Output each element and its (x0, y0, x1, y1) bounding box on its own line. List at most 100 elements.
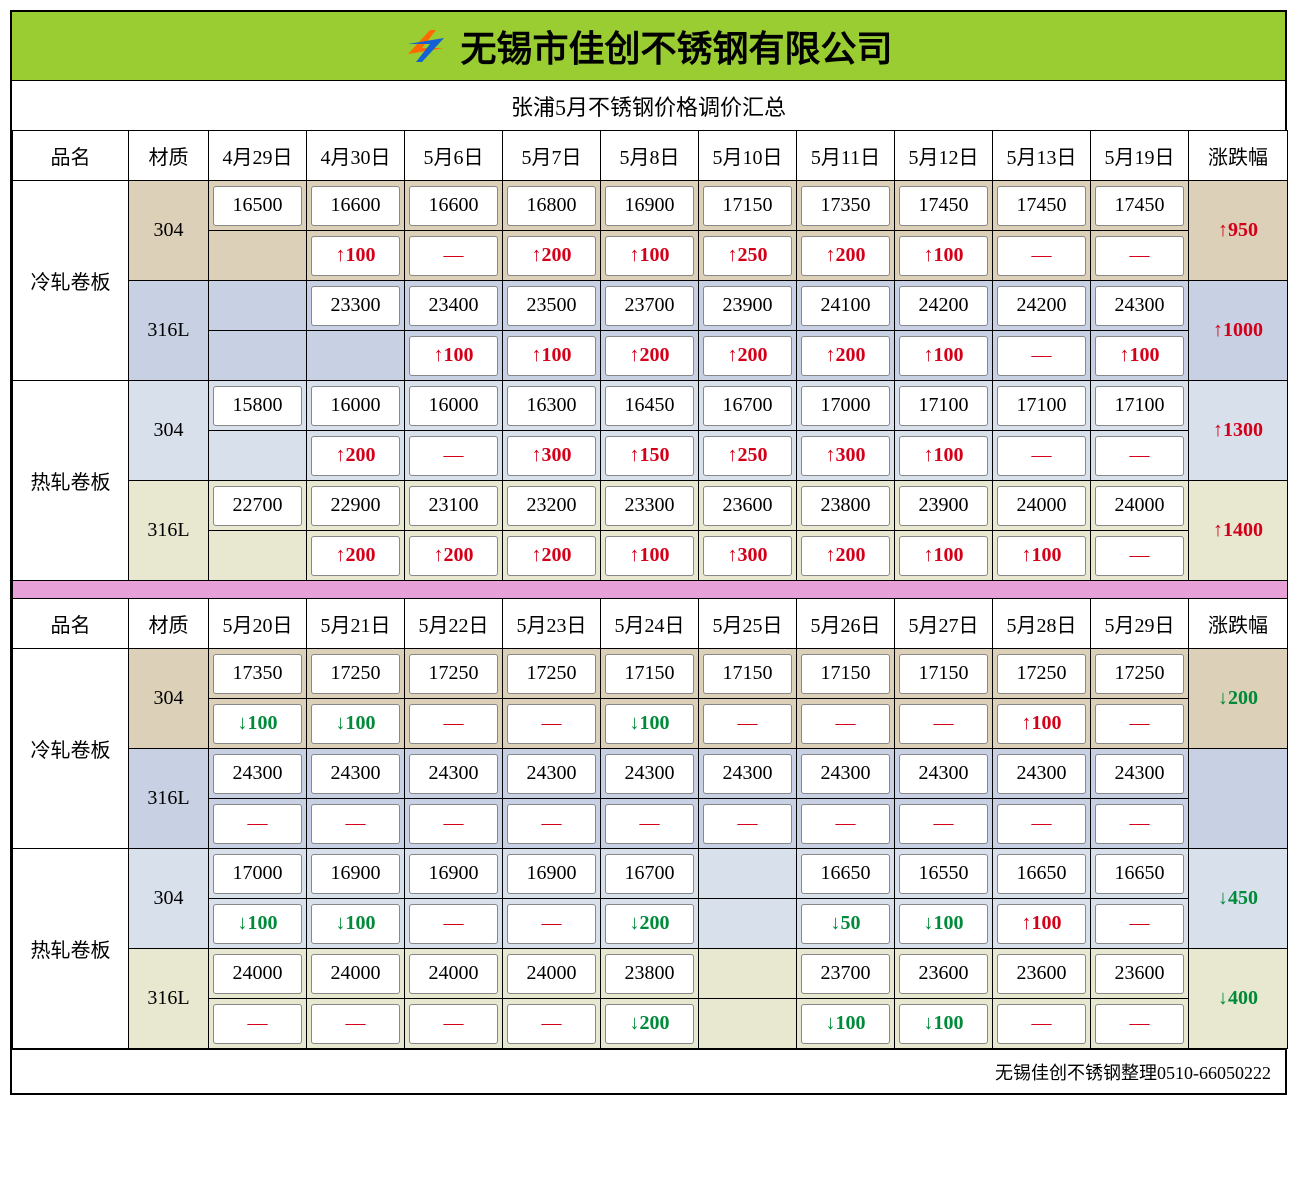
delta-cell: ↑100 (993, 899, 1091, 949)
price-cell: 23500 (503, 281, 601, 331)
delta-cell: ↑200 (601, 331, 699, 381)
price-cell: 16450 (601, 381, 699, 431)
table-title: 张浦5月不锈钢价格调价汇总 (12, 80, 1285, 130)
delta-cell: — (993, 431, 1091, 481)
price-cell: 17250 (993, 649, 1091, 699)
delta-cell: — (503, 999, 601, 1049)
price-row: 316L243002430024300243002430024300243002… (13, 749, 1288, 799)
material-316l: 316L (129, 481, 209, 581)
price-row: 热轧卷板304158001600016000163001645016700170… (13, 381, 1288, 431)
price-cell: 16900 (503, 849, 601, 899)
col-date-5: 5月10日 (699, 131, 797, 181)
price-cell: 22700 (209, 481, 307, 531)
price-cell: 23700 (797, 949, 895, 999)
delta-cell: — (797, 699, 895, 749)
col-date-1: 4月30日 (307, 131, 405, 181)
price-cell: 16650 (1091, 849, 1189, 899)
col-date-7: 5月12日 (895, 131, 993, 181)
delta-cell: ↑100 (503, 331, 601, 381)
total-change: ↓200 (1189, 649, 1288, 749)
price-cell: 16650 (993, 849, 1091, 899)
delta-cell: — (503, 799, 601, 849)
price-cell: 23600 (993, 949, 1091, 999)
price-row: 316L233002340023500237002390024100242002… (13, 281, 1288, 331)
col-date-7: 5月27日 (895, 599, 993, 649)
price-cell: 24300 (1091, 281, 1189, 331)
price-cell: 17150 (601, 649, 699, 699)
price-cell: 16000 (307, 381, 405, 431)
price-cell: 17450 (895, 181, 993, 231)
delta-cell: — (405, 699, 503, 749)
total-change: ↓450 (1189, 849, 1288, 949)
price-cell: 24000 (209, 949, 307, 999)
delta-cell: ↑100 (405, 331, 503, 381)
delta-cell: ↓100 (797, 999, 895, 1049)
delta-cell: ↓100 (601, 699, 699, 749)
price-cell: 24300 (797, 749, 895, 799)
price-cell: 23400 (405, 281, 503, 331)
price-cell: 16650 (797, 849, 895, 899)
price-cell: 16600 (307, 181, 405, 231)
price-cell: 23800 (601, 949, 699, 999)
delta-cell: ↑100 (993, 531, 1091, 581)
delta-cell: — (1091, 899, 1189, 949)
price-cell: 16550 (895, 849, 993, 899)
price-row: 316L227002290023100232002330023600238002… (13, 481, 1288, 531)
delta-cell: — (895, 699, 993, 749)
company-name: 无锡市佳创不锈钢有限公司 (460, 20, 892, 72)
material-304: 304 (129, 381, 209, 481)
delta-cell: — (405, 231, 503, 281)
delta-cell: — (797, 799, 895, 849)
delta-cell: — (699, 799, 797, 849)
delta-cell: ↑300 (699, 531, 797, 581)
delta-cell: ↑100 (307, 231, 405, 281)
delta-cell: — (1091, 999, 1189, 1049)
price-cell: 17350 (797, 181, 895, 231)
delta-cell: — (993, 999, 1091, 1049)
price-cell: 17450 (1091, 181, 1189, 231)
price-cell: 23900 (895, 481, 993, 531)
footer-note: 无锡佳创不锈钢整理0510-66050222 (12, 1049, 1285, 1093)
delta-cell: — (1091, 531, 1189, 581)
price-cell: 17150 (797, 649, 895, 699)
price-cell: 24000 (993, 481, 1091, 531)
price-cell: 23600 (1091, 949, 1189, 999)
price-cell: 16900 (307, 849, 405, 899)
delta-cell: — (1091, 799, 1189, 849)
delta-cell: — (405, 999, 503, 1049)
col-date-0: 5月20日 (209, 599, 307, 649)
price-cell: 23900 (699, 281, 797, 331)
delta-cell: — (503, 699, 601, 749)
delta-cell: — (993, 799, 1091, 849)
product-name-hot: 热轧卷板 (13, 849, 129, 1049)
col-change: 涨跌幅 (1189, 131, 1288, 181)
price-cell: 16900 (601, 181, 699, 231)
company-banner: 无锡市佳创不锈钢有限公司 (12, 12, 1285, 80)
delta-cell: — (503, 899, 601, 949)
delta-cell: ↓50 (797, 899, 895, 949)
material-304: 304 (129, 181, 209, 281)
price-cell: 17250 (1091, 649, 1189, 699)
material-316l: 316L (129, 949, 209, 1049)
price-cell: 17450 (993, 181, 1091, 231)
separator-row (13, 581, 1288, 599)
delta-cell: — (699, 699, 797, 749)
delta-cell: — (209, 999, 307, 1049)
total-change: ↑1000 (1189, 281, 1288, 381)
price-cell: 24300 (895, 749, 993, 799)
delta-cell (209, 231, 307, 281)
delta-cell: — (1091, 431, 1189, 481)
delta-cell (699, 999, 797, 1049)
delta-cell: ↑100 (993, 699, 1091, 749)
delta-cell: ↑200 (307, 431, 405, 481)
price-cell: 17100 (993, 381, 1091, 431)
delta-cell (209, 431, 307, 481)
col-date-2: 5月6日 (405, 131, 503, 181)
col-name: 品名 (13, 599, 129, 649)
delta-cell: ↑300 (797, 431, 895, 481)
price-cell: 23300 (601, 481, 699, 531)
price-cell: 16500 (209, 181, 307, 231)
price-cell: 24300 (503, 749, 601, 799)
delta-cell (699, 899, 797, 949)
price-cell: 17250 (405, 649, 503, 699)
